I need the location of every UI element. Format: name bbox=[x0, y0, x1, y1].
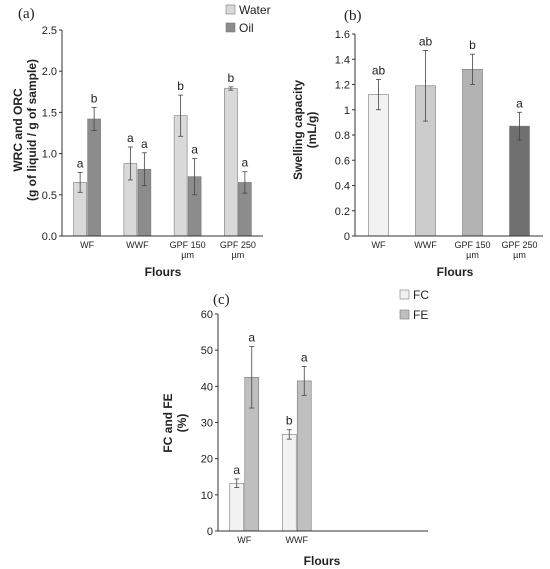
bar bbox=[368, 94, 389, 237]
panel-a-label: (a) bbox=[18, 6, 35, 22]
significance-letter: a bbox=[301, 350, 308, 364]
y-tick-label: 0.4 bbox=[335, 181, 350, 193]
y-tick-label: 10 bbox=[201, 490, 213, 502]
y-tick-label: 20 bbox=[201, 454, 213, 466]
legend-swatch bbox=[399, 309, 410, 320]
panel-c-y-axis-title-line1: FC and FE bbox=[161, 393, 175, 452]
panel-a-x-axis-title: Flours bbox=[145, 265, 182, 279]
y-tick-label: 40 bbox=[201, 381, 213, 393]
bar bbox=[462, 69, 483, 237]
x-tick-label: WF bbox=[237, 535, 251, 545]
panel-c-y-axis-title-line2: (%) bbox=[175, 414, 189, 433]
legend-swatch bbox=[225, 4, 236, 15]
panel-a-y-axis-title-line1: WRC and ORC bbox=[11, 88, 25, 172]
x-tick-label: WF bbox=[372, 240, 386, 250]
bar bbox=[281, 434, 297, 532]
panel-c-legend: FC FE bbox=[399, 288, 429, 322]
panel-b-label: (b) bbox=[344, 8, 362, 24]
panel-c-x-ticks: WF WWF bbox=[237, 535, 308, 545]
x-tick-label: GPF 250 µm bbox=[501, 240, 537, 260]
y-tick-label: 1.2 bbox=[335, 80, 350, 92]
significance-letter: a bbox=[248, 331, 255, 345]
panel-b-x-ticks: WF WWF GPF 150 µm GPF 250 µm bbox=[372, 240, 538, 260]
legend-swatch bbox=[225, 22, 236, 33]
x-tick-label: GPF 150 µm bbox=[170, 240, 206, 260]
panel-a-legend: Water Oil bbox=[225, 3, 271, 35]
legend-label: Oil bbox=[239, 21, 254, 35]
panel-a-x-ticks: WF WWF GPF 150 µm GPF 250 µm bbox=[80, 240, 256, 260]
legend-label: FC bbox=[413, 288, 429, 302]
panel-b: (b) Swelling capacity (mL/g) Flours 0 0.2… bbox=[291, 8, 543, 279]
x-tick-label: GPF 150 µm bbox=[454, 240, 490, 260]
legend-label: FE bbox=[413, 308, 428, 322]
panel-b-y-axis-title-line1: Swelling capacity bbox=[291, 80, 305, 180]
x-tick-label: WWF bbox=[126, 240, 149, 250]
significance-letter: a bbox=[141, 137, 148, 151]
panel-b-axes bbox=[354, 34, 543, 237]
y-tick-label: 1.4 bbox=[335, 54, 350, 66]
y-tick-label: 0.5 bbox=[42, 190, 57, 202]
panel-b-y-ticks: 0 0.2 0.4 0.6 0.8 1 1.2 1.4 1.6 bbox=[335, 29, 355, 243]
panel-a-y-ticks: 0.0 0.5 1.0 1.5 2.0 2.5 bbox=[42, 25, 62, 243]
y-tick-label: 50 bbox=[201, 345, 213, 357]
bar bbox=[224, 88, 238, 237]
significance-letter: a bbox=[516, 96, 523, 110]
y-tick-label: 2.5 bbox=[42, 25, 57, 37]
significance-letter: a bbox=[191, 143, 198, 157]
significance-letter: b bbox=[228, 71, 235, 85]
significance-letter: ab bbox=[372, 63, 386, 77]
panel-a-axes bbox=[61, 30, 263, 237]
panel-c-y-axis-title: FC and FE (%) bbox=[161, 393, 189, 452]
y-tick-label: 0.6 bbox=[335, 155, 350, 167]
x-tick-label: WWF bbox=[414, 240, 437, 250]
panel-b-y-axis-title: Swelling capacity (mL/g) bbox=[291, 80, 319, 180]
y-tick-label: 1.0 bbox=[42, 149, 57, 161]
panel-c-label: (c) bbox=[213, 292, 230, 308]
y-tick-label: 0.8 bbox=[335, 130, 350, 142]
bar bbox=[229, 482, 245, 532]
significance-letter: a bbox=[77, 157, 84, 171]
panel-b-bars: ab ab b a bbox=[368, 34, 530, 237]
x-tick-label: GPF 250 µm bbox=[220, 240, 256, 260]
y-tick-label: 1.5 bbox=[42, 107, 57, 119]
panel-c: (c) FC and FE (%) Flours 0 10 20 30 40 50 60 W… bbox=[161, 288, 429, 568]
legend-swatch bbox=[399, 289, 410, 300]
panel-a: (a) WRC and ORC (g of liquid / g of samp… bbox=[11, 3, 271, 279]
y-tick-label: 30 bbox=[201, 418, 213, 430]
panel-b-x-axis-title: Flours bbox=[437, 265, 474, 279]
bar bbox=[296, 380, 312, 532]
significance-letter: b bbox=[177, 79, 184, 93]
y-tick-label: 1 bbox=[344, 105, 350, 117]
significance-letter: a bbox=[233, 463, 240, 477]
y-tick-label: 0.0 bbox=[42, 231, 57, 243]
x-tick-label: WF bbox=[80, 240, 94, 250]
significance-letter: a bbox=[127, 131, 134, 145]
y-tick-label: 0.2 bbox=[335, 206, 350, 218]
y-tick-label: 60 bbox=[201, 309, 213, 321]
y-tick-label: 0 bbox=[207, 526, 213, 538]
panel-a-y-axis-title: WRC and ORC (g of liquid / g of sample) bbox=[11, 59, 39, 201]
bar bbox=[509, 125, 530, 237]
y-tick-label: 1.6 bbox=[335, 29, 350, 41]
x-tick-label: WWF bbox=[286, 535, 309, 545]
panel-c-x-axis-title: Flours bbox=[304, 554, 341, 568]
bar bbox=[87, 118, 101, 237]
panel-c-axes bbox=[217, 314, 428, 532]
significance-letter: b bbox=[91, 91, 98, 105]
y-tick-label: 2.0 bbox=[42, 66, 57, 78]
significance-letter: a bbox=[242, 156, 249, 170]
panel-b-y-axis-title-line2: (mL/g) bbox=[305, 112, 319, 149]
panel-a-y-axis-title-line2: (g of liquid / g of sample) bbox=[25, 59, 39, 201]
legend-label: Water bbox=[239, 3, 271, 17]
y-tick-label: 0 bbox=[344, 231, 350, 243]
significance-letter: ab bbox=[419, 34, 433, 48]
panel-c-bars: a a b a bbox=[229, 331, 312, 532]
significance-letter: b bbox=[286, 414, 293, 428]
panel-c-y-ticks: 0 10 20 30 40 50 60 bbox=[201, 309, 218, 538]
significance-letter: b bbox=[469, 38, 476, 52]
